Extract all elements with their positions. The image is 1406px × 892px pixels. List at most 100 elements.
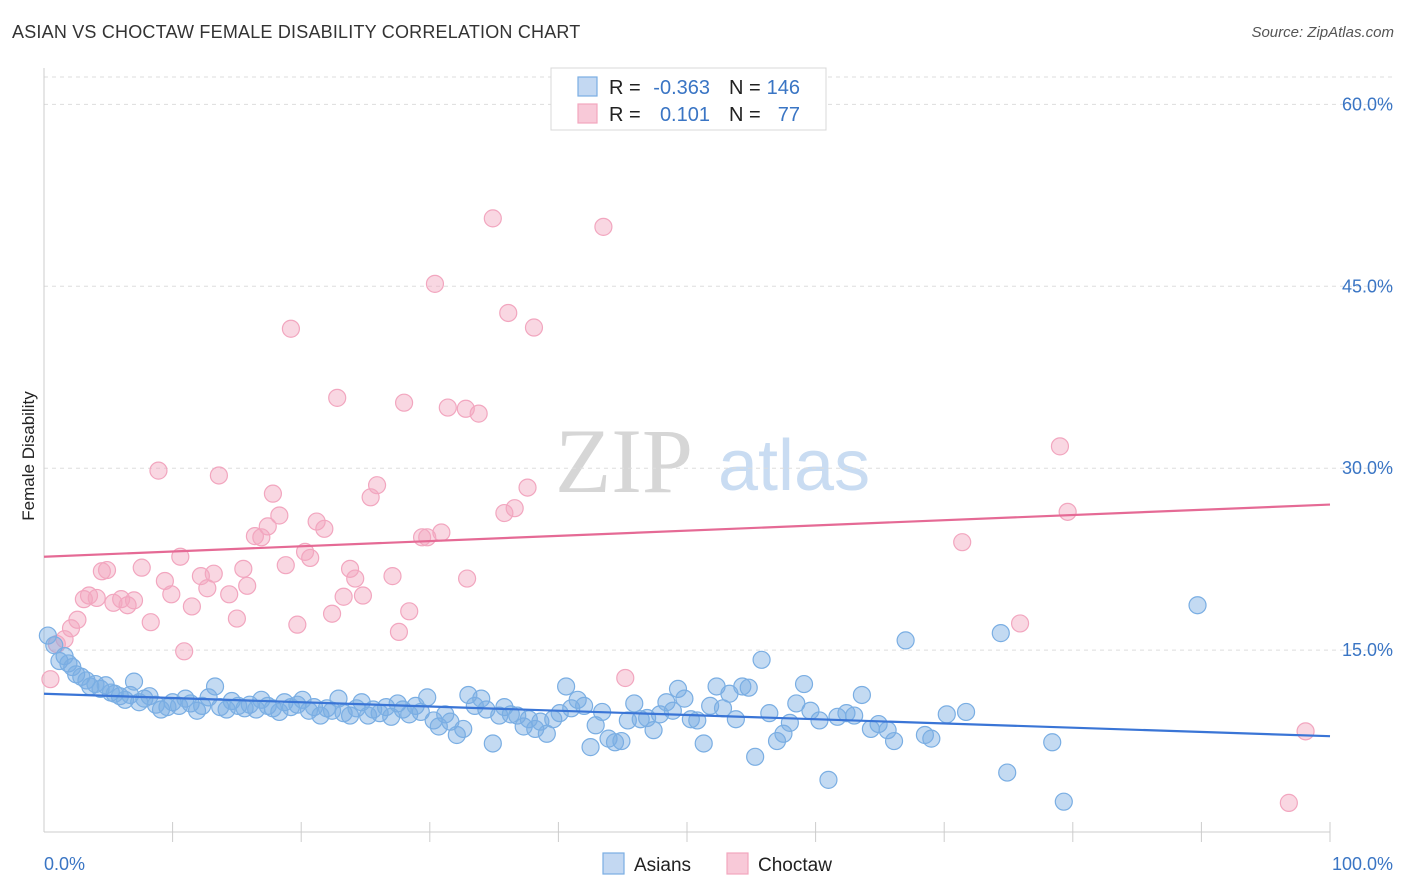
asians-point <box>739 678 758 697</box>
choctaw-point <box>334 587 353 606</box>
choctaw-r-value: 0.101 <box>660 104 710 126</box>
asians-point <box>575 696 594 715</box>
y-axis-title: Female Disability <box>19 391 38 521</box>
choctaw-point <box>469 404 488 423</box>
source-credit: Source: ZipAtlas.com <box>1251 24 1394 41</box>
asians-n-label: N = <box>729 77 761 99</box>
choctaw-point <box>97 560 117 580</box>
choctaw-point <box>238 576 257 595</box>
choctaw-point <box>1010 614 1030 633</box>
choctaw-point <box>383 567 402 586</box>
y-tick-label: 60.0% <box>1342 94 1393 114</box>
series-legend: Asians Choctaw <box>602 852 832 876</box>
x-ticks <box>172 822 1331 842</box>
asians-point <box>340 706 360 725</box>
x-tick-label-max: 100.0% <box>1332 854 1393 874</box>
choctaw-point <box>276 556 295 575</box>
choctaw-point <box>518 478 537 497</box>
asians-r-label: R = <box>609 77 641 99</box>
choctaw-point <box>328 388 347 407</box>
choctaw-point <box>457 569 477 588</box>
asians-point <box>819 770 838 789</box>
choctaw-point <box>400 602 419 621</box>
asians-point <box>726 710 745 729</box>
legend-asians-swatch <box>602 852 625 875</box>
asians-point <box>767 731 787 751</box>
asians-point <box>998 763 1017 782</box>
choctaw-n-value: 77 <box>778 104 800 126</box>
asians-point <box>780 713 799 732</box>
asians-point <box>852 685 871 705</box>
legend-choctaw-swatch <box>726 852 749 875</box>
choctaw-swatch <box>577 103 598 124</box>
asians-point <box>869 714 888 734</box>
choctaw-point <box>162 585 181 604</box>
asians-point <box>205 677 225 696</box>
choctaw-point <box>132 558 151 577</box>
choctaw-points <box>41 209 1315 812</box>
asians-point <box>746 747 765 766</box>
asians-point <box>270 702 289 722</box>
asians-point <box>991 624 1010 643</box>
choctaw-point <box>1296 722 1315 741</box>
asians-point <box>612 731 631 751</box>
asians-points <box>38 596 1207 811</box>
choctaw-point <box>288 615 307 634</box>
asians-point <box>774 724 793 743</box>
choctaw-point <box>389 622 409 642</box>
asians-point <box>454 719 473 739</box>
choctaw-point <box>227 609 246 628</box>
asians-point <box>694 734 713 753</box>
asians-point <box>1054 792 1073 811</box>
trend-lines <box>43 503 1331 738</box>
choctaw-point <box>524 318 544 337</box>
asians-point <box>675 689 694 708</box>
choctaw-point <box>281 319 301 338</box>
choctaw-n-label: N = <box>729 104 761 126</box>
choctaw-point <box>1058 502 1077 521</box>
choctaw-point <box>307 512 326 531</box>
choctaw-point <box>953 533 972 552</box>
choctaw-point <box>315 519 334 538</box>
choctaw-point <box>270 506 289 525</box>
choctaw-point <box>616 668 635 688</box>
asians-point <box>508 706 527 725</box>
choctaw-point <box>425 274 445 293</box>
asians-point <box>605 733 625 752</box>
y-tick-label: 45.0% <box>1342 276 1393 296</box>
asians-point <box>1043 733 1062 752</box>
choctaw-point <box>141 613 160 632</box>
choctaw-point <box>505 499 524 518</box>
choctaw-point <box>204 564 223 583</box>
choctaw-point <box>245 527 265 546</box>
asians-point <box>418 688 437 707</box>
chart-title: ASIAN VS CHOCTAW FEMALE DISABILITY CORRE… <box>12 22 581 42</box>
choctaw-trend-line <box>43 503 1331 558</box>
choctaw-r-label: R = <box>609 104 641 126</box>
choctaw-point <box>175 642 194 661</box>
asians-n-value: 146 <box>767 77 800 99</box>
choctaw-point <box>258 517 277 536</box>
choctaw-point <box>340 559 360 578</box>
legend-asians-label: Asians <box>634 855 691 876</box>
choctaw-point <box>495 503 514 523</box>
choctaw-point <box>394 393 414 412</box>
choctaw-point <box>353 586 373 605</box>
asians-point <box>217 700 236 719</box>
y-tick-label: 15.0% <box>1342 640 1393 660</box>
asians-point <box>956 702 976 722</box>
asians-point <box>187 701 207 720</box>
asians-point <box>495 697 514 717</box>
asians-point <box>1188 596 1207 615</box>
asians-point <box>581 738 600 757</box>
asians-point <box>668 679 688 699</box>
choctaw-point <box>432 523 451 542</box>
asians-point <box>311 706 330 725</box>
asians-point <box>896 631 915 650</box>
choctaw-point <box>263 484 283 503</box>
asians-point <box>557 677 576 696</box>
choctaw-point <box>594 217 613 236</box>
x-tick-label-min: 0.0% <box>44 854 85 874</box>
asians-point <box>38 626 57 645</box>
choctaw-point <box>220 585 239 604</box>
